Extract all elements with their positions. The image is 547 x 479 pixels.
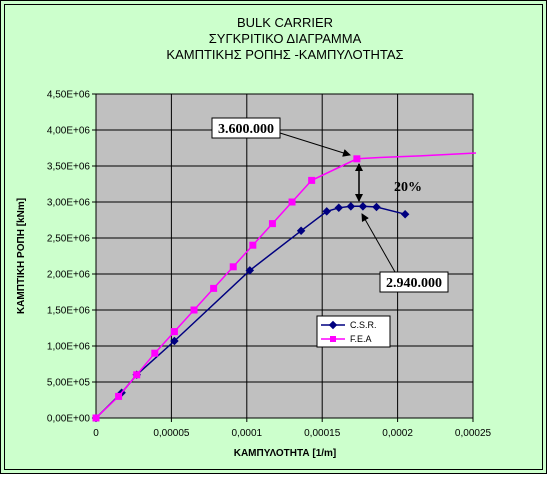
series-line xyxy=(95,152,477,419)
annotation-difference: 20% xyxy=(355,163,422,202)
y-axis-title: ΚΑΜΠΤΙΚΗ ΡΟΠΗ [kNm] xyxy=(16,198,27,314)
legend-marker-fea xyxy=(330,336,336,342)
x-axis-title: ΚΑΜΠΥΛΟΤΗΤΑ [1/m] xyxy=(234,448,337,459)
data-point xyxy=(334,203,344,213)
data-point xyxy=(288,198,296,206)
data-point xyxy=(249,241,257,249)
data-point xyxy=(229,263,237,271)
y-tick-label: 1,00E+06 xyxy=(47,342,91,353)
callout-text-fea-peak: 3.600.000 xyxy=(218,122,274,137)
y-tick-label: 4,00E+06 xyxy=(47,126,91,137)
x-tick-label: 0,0002 xyxy=(382,428,413,439)
legend-marker-csr xyxy=(328,320,338,330)
chart-title-line-2: ΣΥΓΚΡΙΤΙΚΟ ΔΙΑΓΡΑΜΜΑ xyxy=(209,31,362,46)
data-point xyxy=(170,328,178,336)
y-tick-label: 0,00E+00 xyxy=(47,414,91,425)
arrow-fea-peak xyxy=(279,132,351,157)
data-point xyxy=(268,220,276,228)
data-point xyxy=(92,414,100,422)
data-point xyxy=(245,266,255,275)
data-point xyxy=(353,155,361,163)
grid-lines xyxy=(96,93,474,418)
x-tick-label: 0 xyxy=(93,428,99,439)
data-point xyxy=(358,202,368,211)
difference-label: 20% xyxy=(394,180,422,195)
callout-text-csr-peak: 2.940.000 xyxy=(386,276,442,291)
data-point xyxy=(190,306,198,314)
data-point xyxy=(210,284,218,292)
chart-title-line-3: ΚΑΜΠΤΙΚΗΣ ΡΟΠΗΣ -ΚΑΜΠΥΛΟΤΗΤΑΣ xyxy=(166,47,403,62)
x-tick-label: 0,00015 xyxy=(304,428,341,439)
legend: C.S.R. F.E.A xyxy=(316,315,391,348)
series-fea xyxy=(92,152,477,422)
data-point xyxy=(115,392,123,400)
x-tick-label: 0,00005 xyxy=(153,428,190,439)
y-tick-label: 1,50E+06 xyxy=(47,306,91,317)
axes xyxy=(92,93,474,422)
data-point xyxy=(151,349,159,357)
arrow-csr-peak xyxy=(361,213,396,273)
legend-label-csr: C.S.R. xyxy=(350,320,377,330)
inner-frame xyxy=(4,4,543,470)
chart-title-line-1: BULK CARRIER xyxy=(237,15,333,30)
data-point xyxy=(372,202,381,212)
y-tick-label: 5,00E+05 xyxy=(47,378,91,389)
legend-box xyxy=(316,315,391,348)
series-layer xyxy=(91,152,477,423)
y-tick-label: 3,00E+06 xyxy=(47,198,91,209)
tick-labels: 0,00E+00 5,00E+05 1,00E+06 1,50E+06 2,00E+06… xyxy=(47,90,492,440)
x-tick-label: 0,0001 xyxy=(232,428,263,439)
data-point xyxy=(308,176,316,184)
callout-box-fea-peak xyxy=(211,117,281,139)
callout-box-csr-peak xyxy=(379,271,449,293)
data-point xyxy=(296,226,306,236)
legend-label-fea: F.E.A xyxy=(350,334,372,344)
plot-area xyxy=(95,93,474,419)
data-point xyxy=(170,336,179,346)
data-point xyxy=(133,371,141,379)
y-tick-label: 2,00E+06 xyxy=(47,270,91,281)
data-point xyxy=(400,209,410,219)
x-tick-label: 0,00025 xyxy=(455,428,492,439)
y-tick-label: 4,50E+06 xyxy=(47,90,91,101)
annotation-csr-peak: 2.940.000 xyxy=(361,213,449,293)
y-tick-label: 3,50E+06 xyxy=(47,162,91,173)
y-tick-label: 2,50E+06 xyxy=(47,234,91,245)
annotation-fea-peak: 3.600.000 xyxy=(211,117,351,157)
data-point xyxy=(346,202,356,211)
data-point xyxy=(322,207,331,216)
